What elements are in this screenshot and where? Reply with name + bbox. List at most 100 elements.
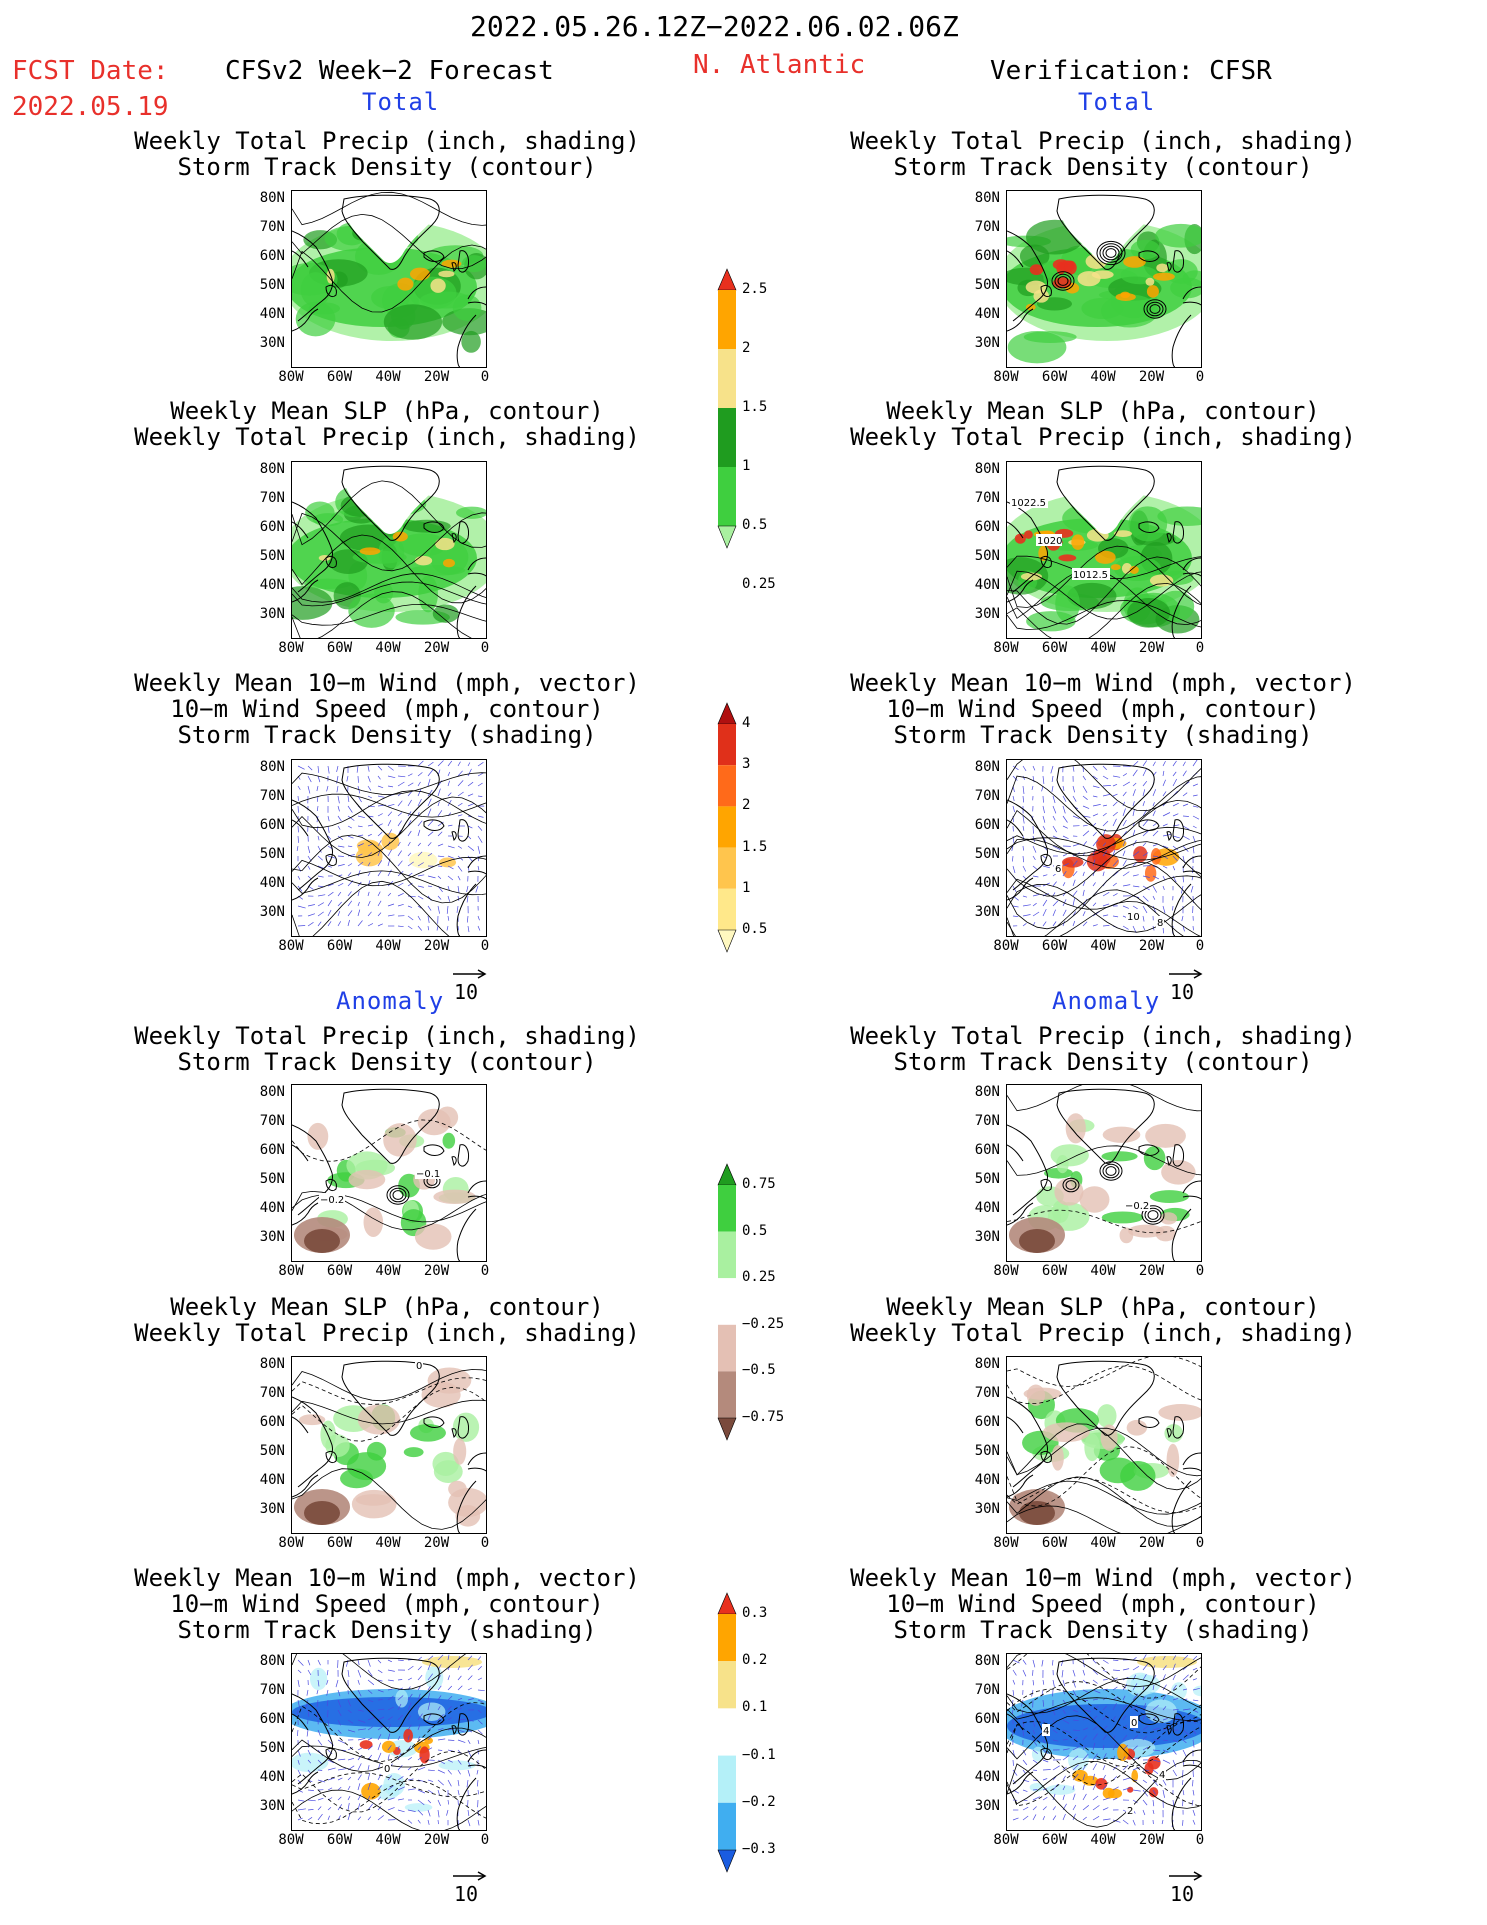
colorbar-swatch xyxy=(718,765,736,807)
lon-tick-label: 0 xyxy=(1195,938,1205,954)
lon-tick-label: 80W xyxy=(278,1263,304,1279)
panel-title-line: Storm Track Density (shading) xyxy=(177,721,597,749)
lon-tick-label: 20W xyxy=(1138,1263,1165,1279)
lon-tick-label: 60W xyxy=(326,1832,353,1848)
colorbar-swatch xyxy=(718,467,736,526)
panel-title-line: Weekly Total Precip (inch, shading) xyxy=(134,423,640,451)
lon-tick-label: 0 xyxy=(480,1263,490,1279)
panel-title-line: 10−m Wind Speed (mph, contour) xyxy=(886,695,1320,723)
lat-tick-label: 30N xyxy=(974,606,1000,622)
map-plot xyxy=(292,760,486,936)
colorbar-swatch xyxy=(717,525,737,549)
colorbar-swatch xyxy=(718,1661,736,1709)
ref-vector-total-fcst: 10 xyxy=(452,960,488,1004)
fcst-date-label: FCST Date: xyxy=(12,56,169,86)
panel-title-line: Weekly Total Precip (inch, shading) xyxy=(850,423,1356,451)
lat-tick-label: 70N xyxy=(259,1682,285,1698)
anom-precip-track-verif-map: −0.2 xyxy=(1006,1084,1202,1262)
lat-tick-label: 50N xyxy=(974,548,1000,564)
lon-tick-label: 40W xyxy=(1090,369,1116,385)
colorbar-label: 1 xyxy=(742,458,751,474)
ref-vector-label: 10 xyxy=(454,1882,479,1906)
lon-tick-label: 40W xyxy=(375,369,401,385)
ref-vector-anom-verif: 10 xyxy=(1168,1862,1204,1906)
map-plot: 6 10 8 xyxy=(1007,760,1201,936)
lon-tick-label: 0 xyxy=(1195,1535,1205,1551)
colorbar-label: 4 xyxy=(742,715,751,731)
panel-title-line: 10−m Wind Speed (mph, contour) xyxy=(170,1590,604,1618)
lon-tick-label: 20W xyxy=(423,938,450,954)
anom-slp-precip-fcst-title: Weekly Mean SLP (hPa, contour) Weekly Tot… xyxy=(107,1294,667,1346)
lat-tick-label: 80N xyxy=(974,1084,1000,1100)
colorbar-label: 1.5 xyxy=(742,838,768,855)
lat-tick-label: 40N xyxy=(974,1200,1000,1216)
lat-tick-label: 70N xyxy=(259,1385,285,1401)
colorbar-label: 2 xyxy=(742,797,751,814)
lon-tick-label: 0 xyxy=(480,640,490,656)
lat-tick-label: 50N xyxy=(259,846,285,862)
lat-tick-label: 30N xyxy=(259,1501,285,1517)
map-plot: −0.1 −0.2 xyxy=(292,1088,486,1261)
lat-tick-label: 40N xyxy=(259,1200,285,1216)
panel-title-line: Weekly Total Precip (inch, shading) xyxy=(850,127,1356,155)
lat-tick-label: 70N xyxy=(259,490,285,506)
colorbar-swatch xyxy=(718,724,736,766)
lon-tick-label: 0 xyxy=(1195,369,1205,385)
lon-tick-label: 60W xyxy=(326,1535,353,1551)
lon-tick-label: 40W xyxy=(1090,938,1116,954)
colorbar-precip-anom xyxy=(717,1163,737,1441)
colorbar-label: 0.5 xyxy=(742,517,768,533)
lat-tick-label: 40N xyxy=(974,875,1000,891)
lat-tick-label: 60N xyxy=(259,519,285,535)
panel-title-line: Storm Track Density (contour) xyxy=(893,1048,1313,1076)
right-anomaly-heading: Anomaly xyxy=(1052,987,1161,1015)
lon-tick-label: 80W xyxy=(278,369,304,385)
ref-vector-label: 10 xyxy=(1170,1882,1195,1906)
anom-slp-precip-fcst-map: 0 xyxy=(291,1356,487,1534)
ref-vector-label: 10 xyxy=(1170,980,1195,1004)
panel-title-line: Storm Track Density (contour) xyxy=(177,153,597,181)
lon-tick-label: 40W xyxy=(375,938,401,954)
contour-label: 1022.5 xyxy=(1011,498,1046,509)
colorbar-label: −0.3 xyxy=(742,1841,776,1857)
lon-tick-label: 40W xyxy=(375,1535,401,1551)
lon-tick-label: 80W xyxy=(993,938,1019,954)
anom-wind-verif-map: 4 0 4 2 xyxy=(1006,1653,1202,1831)
colorbar-label: 0.25 xyxy=(742,1269,776,1286)
lat-tick-label: 50N xyxy=(974,277,1000,293)
panel-title-line: Storm Track Density (shading) xyxy=(893,1616,1313,1644)
lat-tick-label: 60N xyxy=(259,248,285,264)
total-precip-track-verif-title: Weekly Total Precip (inch, shading) Storm… xyxy=(823,128,1383,180)
region-title: N. Atlantic xyxy=(693,50,866,80)
lon-tick-label: 0 xyxy=(480,1832,490,1848)
colorbar-label: 0.3 xyxy=(742,1605,768,1621)
contour-label: −0.1 xyxy=(416,1169,440,1180)
lon-tick-label: 40W xyxy=(375,1263,401,1279)
anom-precip-track-verif-title: Weekly Total Precip (inch, shading) Storm… xyxy=(823,1023,1383,1075)
lat-tick-label: 30N xyxy=(259,904,285,920)
panel-title-line: Weekly Total Precip (inch, shading) xyxy=(134,1022,640,1050)
contour-label: 10 xyxy=(1127,912,1140,923)
lon-tick-label: 80W xyxy=(278,1832,304,1848)
lon-tick-label: 80W xyxy=(993,369,1019,385)
lon-tick-label: 60W xyxy=(1041,369,1068,385)
lat-tick-label: 50N xyxy=(259,548,285,564)
colorbar-swatch xyxy=(718,1371,736,1418)
lat-tick-label: 40N xyxy=(974,306,1000,322)
contour-label: 2 xyxy=(1127,1806,1133,1817)
lat-tick-label: 60N xyxy=(974,519,1000,535)
lon-tick-label: 20W xyxy=(1138,640,1165,656)
colorbar-swatch xyxy=(718,1324,736,1372)
lat-tick-label: 60N xyxy=(974,248,1000,264)
colorbar-label: 3 xyxy=(742,756,751,773)
lon-tick-label: 80W xyxy=(993,640,1019,656)
lat-tick-label: 70N xyxy=(259,219,285,235)
left-total-heading: Total xyxy=(362,88,440,116)
lat-tick-label: 30N xyxy=(974,1501,1000,1517)
lon-tick-label: 0 xyxy=(480,938,490,954)
colorbar-label: 0.5 xyxy=(742,921,768,937)
lat-tick-label: 70N xyxy=(974,1113,1000,1129)
map-plot: 0 xyxy=(292,1359,486,1533)
total-slp-precip-verif-map: 1022.5 1020 1012.5 xyxy=(1006,461,1202,639)
lon-tick-label: 60W xyxy=(1041,1832,1068,1848)
